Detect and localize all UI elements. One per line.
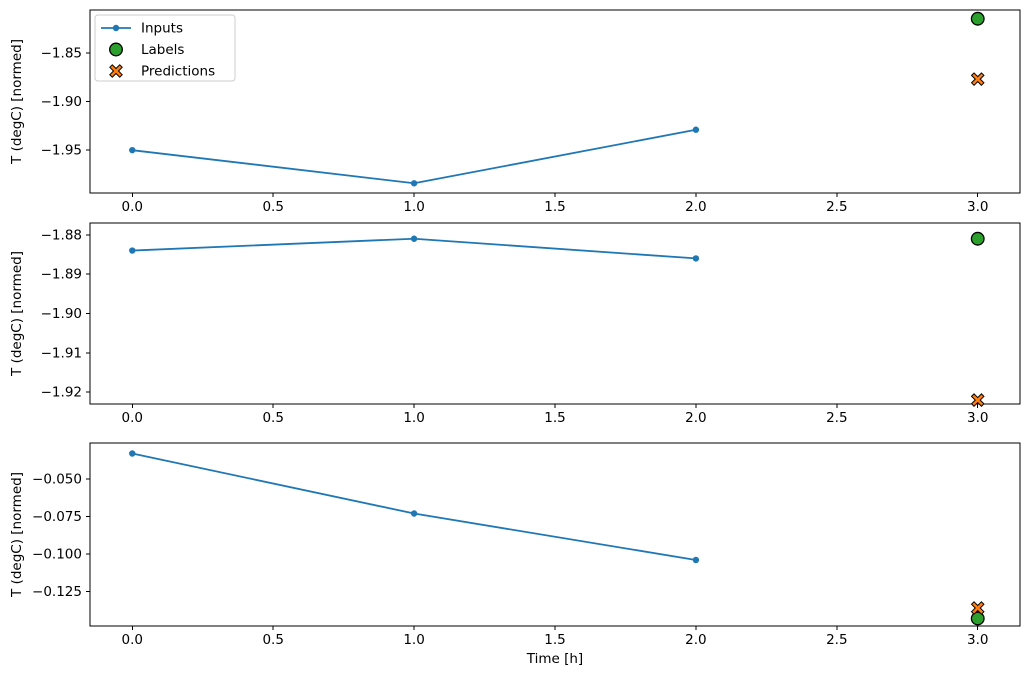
inputs-point bbox=[129, 450, 136, 457]
y-tick-label: −0.100 bbox=[32, 547, 82, 563]
x-tick-label: 2.5 bbox=[826, 632, 847, 648]
x-tick-label: 2.5 bbox=[826, 410, 847, 426]
x-tick-label: 0.0 bbox=[122, 632, 143, 648]
legend-dot-sample bbox=[112, 24, 120, 32]
legend: Inputs Labels Predictions bbox=[94, 14, 236, 82]
y-tick-label: −1.90 bbox=[41, 94, 82, 110]
x-tick-label: 0.5 bbox=[262, 410, 283, 426]
labels-marker bbox=[970, 231, 985, 246]
y-tick-label: −1.92 bbox=[41, 385, 82, 401]
inputs-point bbox=[410, 510, 418, 517]
inputs-point bbox=[410, 180, 418, 187]
inputs-point bbox=[692, 255, 700, 262]
y-tick-label: −1.85 bbox=[41, 45, 82, 61]
y-tick-label: −1.88 bbox=[41, 227, 82, 243]
y-axis-label: T (degC) [normed] bbox=[9, 251, 25, 377]
predictions-marker bbox=[970, 601, 985, 615]
predictions-marker bbox=[970, 393, 985, 407]
x-tick-label: 0.5 bbox=[262, 632, 283, 648]
inputs-point bbox=[129, 247, 136, 254]
x-tick-label: 0.0 bbox=[122, 199, 143, 215]
y-axis-label: T (degC) [normed] bbox=[9, 39, 25, 165]
y-tick-label: −0.075 bbox=[32, 509, 82, 525]
y-tick-label: −1.91 bbox=[41, 345, 82, 361]
x-tick-label: 1.0 bbox=[403, 410, 424, 426]
inputs-point bbox=[692, 556, 700, 564]
x-tick-label: 0.5 bbox=[262, 199, 283, 215]
x-tick-label: 2.0 bbox=[685, 199, 706, 215]
y-tick-label: −1.95 bbox=[41, 143, 82, 159]
inputs-point bbox=[692, 126, 700, 133]
y-tick-label: −1.89 bbox=[41, 267, 82, 283]
y-axis-label: T (degC) [normed] bbox=[9, 472, 25, 598]
legend-label: Labels bbox=[141, 42, 184, 58]
legend-label: Inputs bbox=[141, 21, 183, 37]
plot-area bbox=[89, 442, 1021, 627]
x-tick-label: 3.0 bbox=[967, 199, 988, 215]
legend-circle-icon bbox=[109, 42, 123, 57]
x-tick-label: 2.0 bbox=[685, 632, 706, 648]
legend-item: Predictions bbox=[109, 64, 215, 80]
inputs-point bbox=[129, 146, 136, 154]
x-tick-label: 1.0 bbox=[403, 632, 424, 648]
subplot-1: 0.0 0.5 1.0 1.5 2.0 2.5 3.0 −1.85 −1.90 −1.95 T (d… bbox=[9, 9, 1021, 215]
x-tick-label: 3.0 bbox=[967, 410, 988, 426]
legend-item: Inputs bbox=[101, 21, 183, 37]
inputs-point bbox=[410, 235, 418, 242]
x-axis-label: Time [h] bbox=[526, 651, 583, 667]
legend-x-icon bbox=[109, 64, 123, 78]
plot-area bbox=[89, 222, 1021, 405]
x-tick-label: 1.5 bbox=[544, 632, 565, 648]
x-tick-label: 1.5 bbox=[544, 410, 565, 426]
x-tick-label: 1.5 bbox=[544, 199, 565, 215]
legend-label: Predictions bbox=[141, 64, 215, 80]
legend-box bbox=[94, 14, 236, 82]
labels-marker bbox=[970, 11, 985, 26]
y-tick-label: −0.050 bbox=[32, 472, 82, 488]
subplot-3: 0.0 0.5 1.0 1.5 2.0 2.5 3.0 −0.050 −0.075 −0.100 −… bbox=[9, 442, 1021, 667]
x-tick-label: 3.0 bbox=[967, 632, 988, 648]
labels-marker bbox=[970, 611, 985, 626]
legend-item: Labels bbox=[109, 42, 184, 58]
x-tick-label: 0.0 bbox=[122, 410, 143, 426]
x-tick-label: 2.0 bbox=[685, 410, 706, 426]
x-tick-label: 1.0 bbox=[403, 199, 424, 215]
y-tick-label: −1.90 bbox=[41, 306, 82, 322]
plot-area bbox=[89, 9, 1021, 194]
subplot-2: 0.0 0.5 1.0 1.5 2.0 2.5 3.0 −1.88 −1.89 −1.90 −1.9… bbox=[9, 222, 1021, 426]
x-tick-label: 2.5 bbox=[826, 199, 847, 215]
predictions-marker bbox=[970, 72, 985, 87]
y-tick-label: −0.125 bbox=[32, 584, 82, 600]
